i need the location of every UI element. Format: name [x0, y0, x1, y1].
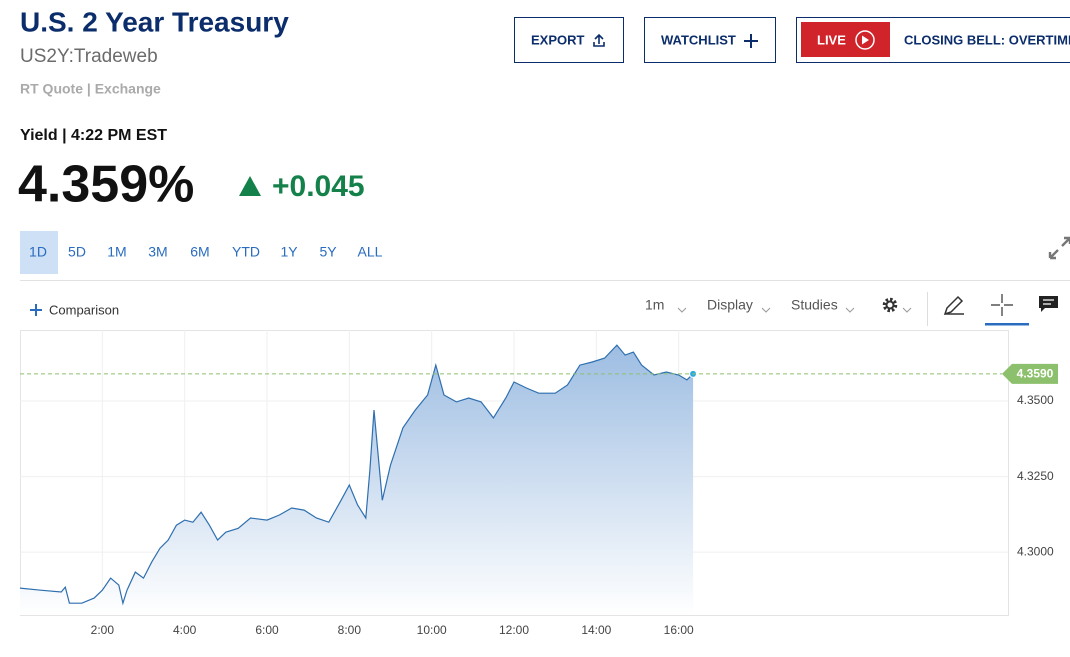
- range-tabs: 1D 5D 1M 3M 6M YTD 1Y 5Y ALL: [20, 231, 383, 274]
- export-label: EXPORT: [531, 32, 585, 47]
- live-label: LIVE: [817, 32, 846, 47]
- symbol: US2Y:Tradeweb: [20, 46, 158, 67]
- title: U.S. 2 Year Treasury: [20, 6, 289, 37]
- watchlist-label: WATCHLIST: [661, 32, 736, 47]
- chevron: [903, 308, 911, 312]
- range-tab[interactable]: 3M: [148, 244, 167, 260]
- quote-label: Yield | 4:22 PM EST: [20, 127, 167, 144]
- range-tab[interactable]: 5D: [68, 244, 86, 260]
- range-tab[interactable]: 1Y: [280, 244, 298, 260]
- y-tick-label: 4.3000: [1017, 544, 1054, 558]
- chevron: [846, 308, 854, 312]
- expand-icon[interactable]: [1050, 238, 1070, 258]
- range-tab[interactable]: 1M: [107, 244, 126, 260]
- x-tick-label: 12:00: [499, 623, 529, 637]
- gear-core: [887, 302, 894, 309]
- range-tab[interactable]: 1D: [29, 244, 47, 260]
- range-tab[interactable]: ALL: [358, 244, 383, 260]
- y-tick-label: 4.3250: [1017, 469, 1054, 483]
- range-tab[interactable]: YTD: [232, 244, 260, 260]
- y-tick-label: 4.3500: [1017, 393, 1054, 407]
- chevron: [678, 308, 686, 312]
- x-tick-label: 10:00: [417, 623, 447, 637]
- comparison-plus: [30, 304, 42, 316]
- x-tick-label: 4:00: [173, 623, 197, 637]
- x-tick-label: 8:00: [338, 623, 362, 637]
- pencil-icon[interactable]: [945, 297, 964, 314]
- range-tab[interactable]: 6M: [190, 244, 209, 260]
- display[interactable]: Display: [707, 297, 753, 313]
- studies[interactable]: Studies: [791, 297, 838, 313]
- current-label: 4.3590: [1017, 366, 1054, 380]
- active-tool: [985, 323, 1029, 326]
- area-fill: [20, 345, 693, 615]
- x-tick-label: 6:00: [255, 623, 279, 637]
- chart: 2:00 4:00 6:00 8:00 10:00 12:00 14:00 16:00 4.30…: [20, 330, 1058, 637]
- x-tick-label: 2:00: [91, 623, 115, 637]
- up-arrow: [239, 176, 261, 196]
- live-text: CLOSING BELL: OVERTIME: [904, 32, 1070, 47]
- range-tab[interactable]: 5Y: [319, 244, 337, 260]
- x-tick-label: 14:00: [581, 623, 611, 637]
- source: RT Quote | Exchange: [20, 81, 161, 97]
- x-tick-label: 16:00: [664, 623, 694, 637]
- comparison[interactable]: Comparison: [49, 302, 119, 317]
- crosshair-icon[interactable]: [991, 294, 1013, 316]
- chevron: [762, 308, 770, 312]
- interval[interactable]: 1m: [645, 297, 664, 313]
- change: +0.045: [272, 170, 365, 203]
- price: 4.359%: [18, 156, 194, 214]
